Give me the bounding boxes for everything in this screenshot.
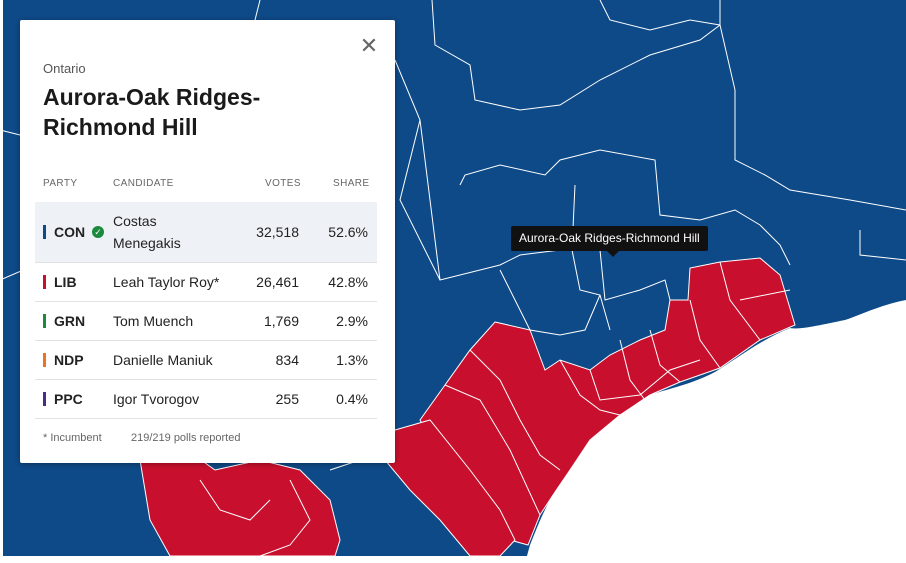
- party-code: PPC: [54, 390, 83, 407]
- candidate-share: 0.4%: [336, 390, 368, 407]
- incumbent-note: * Incumbent: [43, 432, 102, 444]
- liberal-districts: [139, 257, 796, 557]
- party-code: CON: [54, 224, 86, 240]
- lake-ontario: [525, 300, 906, 563]
- candidate-votes: 834: [275, 351, 299, 368]
- party-color-bar: [43, 313, 46, 328]
- liberal-subdivisions: [199, 261, 791, 521]
- header-party: PARTY: [43, 178, 78, 189]
- result-row: NDP Danielle Maniuk 834 1.3%: [35, 340, 377, 380]
- party-color-bar: [43, 225, 46, 239]
- candidate-name: Igor Tvorogov: [113, 390, 200, 407]
- header-candidate: CANDIDATE: [113, 178, 174, 189]
- candidate-votes: 1,769: [263, 312, 299, 329]
- candidate-name: Costas Menegakis: [113, 213, 181, 251]
- candidate-share: 52.6%: [328, 224, 368, 240]
- header-votes: VOTES: [265, 178, 301, 189]
- party-code: LIB: [54, 273, 77, 290]
- candidate-name: Tom Muench: [113, 312, 194, 329]
- candidate-votes: 255: [275, 390, 299, 407]
- riding-tooltip: Aurora-Oak Ridges-Richmond Hill: [511, 226, 708, 257]
- candidate-name: Danielle Maniuk: [113, 351, 213, 368]
- candidate-votes: 32,518: [256, 224, 299, 240]
- party-color-bar: [43, 274, 46, 289]
- party-color-bar: [43, 391, 46, 406]
- party-code: GRN: [54, 312, 86, 329]
- riding-results-panel: ✕ Ontario Aurora-Oak Ridges-Richmond Hil…: [20, 20, 395, 463]
- winner-check-icon: ✓: [92, 226, 104, 238]
- result-row: GRN Tom Muench 1,769 2.9%: [35, 301, 377, 341]
- candidate-share: 2.9%: [336, 312, 368, 329]
- party-code: NDP: [54, 351, 84, 368]
- candidate-name: Leah Taylor Roy*: [113, 273, 220, 290]
- region-label: Ontario: [43, 61, 86, 76]
- candidate-share: 42.8%: [328, 273, 368, 290]
- header-share: SHARE: [333, 178, 370, 189]
- result-row: LIB Leah Taylor Roy* 26,461 42.8%: [35, 262, 377, 302]
- result-row: PPC Igor Tvorogov 255 0.4%: [35, 379, 377, 419]
- result-row: CON ✓ Costas Menegakis 32,518 52.6%: [35, 202, 377, 263]
- close-icon[interactable]: ✕: [359, 33, 379, 58]
- candidate-share: 1.3%: [336, 351, 368, 368]
- riding-title: Aurora-Oak Ridges-Richmond Hill: [43, 84, 261, 140]
- candidate-votes: 26,461: [256, 273, 299, 290]
- party-color-bar: [43, 352, 46, 367]
- polls-reported: 219/219 polls reported: [131, 432, 241, 444]
